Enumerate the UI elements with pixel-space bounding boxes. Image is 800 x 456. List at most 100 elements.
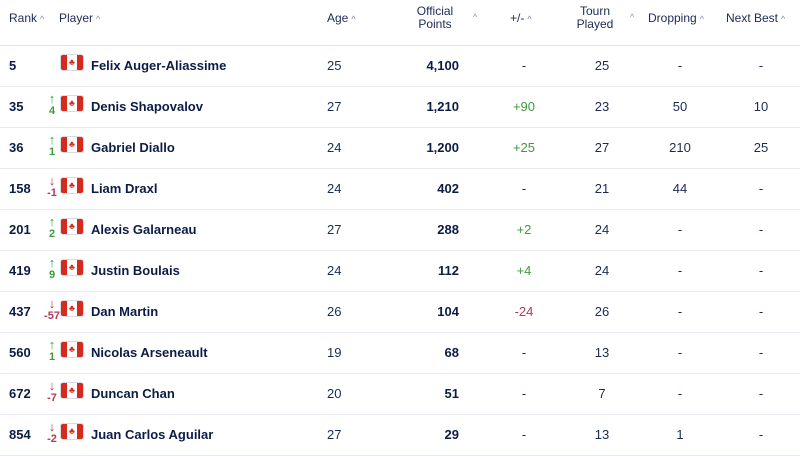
rank-movement-value: 1 (48, 351, 56, 363)
points-value: 1,200 (426, 140, 459, 155)
player-name-link[interactable]: Dan Martin (91, 304, 159, 319)
canada-flag-icon: ♣ (61, 424, 83, 439)
next-best-value: - (758, 345, 764, 360)
age-value: 24 (327, 181, 342, 196)
dropping-column-header[interactable]: Dropping ^ (648, 12, 704, 26)
arrow-down-icon: ↓ (48, 173, 56, 188)
sort-caret-icon[interactable]: ^ (473, 12, 478, 22)
points-value: 68 (444, 345, 459, 360)
canada-flag-icon: ♣ (61, 137, 83, 152)
age-value: 27 (327, 222, 342, 237)
rank-movement-value: 2 (48, 228, 56, 240)
points-value: 1,210 (426, 99, 459, 114)
age-column-header[interactable]: Age ^ (327, 12, 356, 26)
age-value: 24 (327, 263, 342, 278)
rank-movement-value: -1 (47, 187, 57, 199)
rank-movement-value: -57 (44, 310, 60, 322)
plusminus-value: - (521, 345, 527, 360)
table-row[interactable]: 437 ↓ -57 ♣ Dan Martin 26 104 -24 26 - - (0, 292, 800, 333)
dropping-value: 44 (672, 181, 688, 196)
table-row[interactable]: 158 ↓ -1 ♣ Liam Draxl 24 402-21 44- (0, 169, 800, 210)
tournaments-played-value: 21 (594, 181, 610, 196)
player-column-header[interactable]: Player ^ (59, 12, 100, 26)
player-name-link[interactable]: Liam Draxl (91, 181, 158, 196)
points-value: 402 (437, 181, 459, 196)
table-row[interactable]: 672 ↓ -7 ♣ Duncan Chan 20 51-7- - (0, 374, 800, 415)
player-name-link[interactable]: Denis Shapovalov (91, 99, 203, 114)
dropping-value: 210 (669, 140, 691, 155)
next-best-column-header[interactable]: Next Best ^ (726, 12, 785, 26)
age-value: 27 (327, 427, 342, 442)
points-column-header[interactable]: Official Points (405, 5, 465, 31)
tourn-header-line1: Tourn (579, 4, 611, 18)
rank-movement: ↑ 9 (44, 256, 60, 281)
points-value: 288 (437, 222, 459, 237)
sort-caret-icon: ^ (527, 14, 532, 24)
sort-caret-icon: ^ (96, 14, 101, 24)
plusminus-value: +90 (512, 99, 536, 114)
plusminus-value: +25 (512, 140, 536, 155)
canada-flag-icon: ♣ (61, 383, 83, 398)
table-body: 5 ♣ Felix Auger-Aliassime 25 4,100-25- -35 ↑ 4 ♣… (0, 46, 800, 456)
rank-header-label: Rank (9, 11, 38, 25)
age-value: 27 (327, 99, 342, 114)
plusminus-value: - (521, 181, 527, 196)
tournaments-played-value: 7 (598, 386, 606, 401)
plusminus-value: -24 (514, 304, 534, 319)
player-name-link[interactable]: Felix Auger-Aliassime (91, 58, 227, 73)
table-row[interactable]: 35 ↑ 4 ♣ Denis Shapovalov 27 1,210 +90 23 50 10 (0, 87, 800, 128)
rank-movement: ↓ -7 (44, 379, 60, 404)
plusminus-value: +4 (516, 263, 532, 278)
table-row[interactable]: 419 ↑ 9 ♣ Justin Boulais 24 112 +4 24- - (0, 251, 800, 292)
arrow-down-icon: ↓ (48, 296, 56, 311)
tournaments-played-value: 27 (594, 140, 610, 155)
arrow-up-icon: ↑ (48, 132, 56, 147)
player-name-link[interactable]: Juan Carlos Aguilar (91, 427, 214, 442)
table-row[interactable]: 5 ♣ Felix Auger-Aliassime 25 4,100 - 25 - - (0, 46, 800, 87)
plusminus-value: +2 (516, 222, 532, 237)
next-best-value: - (758, 304, 764, 319)
plusminus-value: - (521, 427, 527, 442)
canada-flag-icon: ♣ (61, 342, 83, 357)
arrow-down-icon: ↓ (48, 419, 56, 434)
tourn-column-header[interactable]: Tourn Played (567, 5, 623, 31)
plusminus-column-header[interactable]: +/- ^ (510, 12, 532, 26)
rank-value: 36 (9, 140, 24, 155)
dropping-value: - (677, 345, 683, 360)
rank-movement-value: -2 (47, 433, 57, 445)
player-name-link[interactable]: Nicolas Arseneault (91, 345, 208, 360)
arrow-up-icon: ↑ (48, 214, 56, 229)
table-row[interactable]: 201 ↑ 2 ♣ Alexis Galarneau 27 288 +2 24- - (0, 210, 800, 251)
age-value: 24 (327, 140, 342, 155)
points-value: 112 (438, 263, 459, 278)
table-row[interactable]: 36 ↑ 1 ♣ Gabriel Diallo 24 1,200 +25 27 210 25 (0, 128, 800, 169)
age-header-label: Age (327, 11, 349, 25)
dropping-value: - (677, 263, 683, 278)
player-name-link[interactable]: Duncan Chan (91, 386, 175, 401)
player-name-link[interactable]: Gabriel Diallo (91, 140, 175, 155)
dropping-header-label: Dropping (648, 11, 697, 25)
arrow-down-icon: ↓ (48, 378, 56, 393)
dropping-value: 50 (672, 99, 688, 114)
table-row[interactable]: 560 ↑ 1 ♣ Nicolas Arseneault 19 68-13- - (0, 333, 800, 374)
rank-value: 5 (9, 58, 17, 73)
player-name-link[interactable]: Alexis Galarneau (91, 222, 197, 237)
player-name-link[interactable]: Justin Boulais (91, 263, 180, 278)
age-value: 25 (327, 58, 342, 73)
sort-caret-icon[interactable]: ^ (630, 12, 635, 22)
points-header-line2: Points (418, 17, 452, 31)
rank-movement: ↑ 1 (44, 338, 60, 363)
canada-flag-icon: ♣ (61, 55, 83, 70)
table-row[interactable]: 854 ↓ -2 ♣ Juan Carlos Aguilar 27 29-13 1- (0, 415, 800, 456)
next-best-value: - (758, 181, 764, 196)
rank-value: 560 (9, 345, 31, 360)
age-value: 19 (327, 345, 342, 360)
rank-value: 419 (9, 263, 31, 278)
points-value: 104 (437, 304, 459, 319)
rank-value: 854 (9, 427, 31, 442)
rank-value: 158 (9, 181, 31, 196)
rank-column-header[interactable]: Rank ^ (9, 12, 44, 26)
rank-value: 35 (9, 99, 24, 114)
next-best-value: - (758, 222, 764, 237)
sort-caret-icon: ^ (699, 14, 704, 24)
